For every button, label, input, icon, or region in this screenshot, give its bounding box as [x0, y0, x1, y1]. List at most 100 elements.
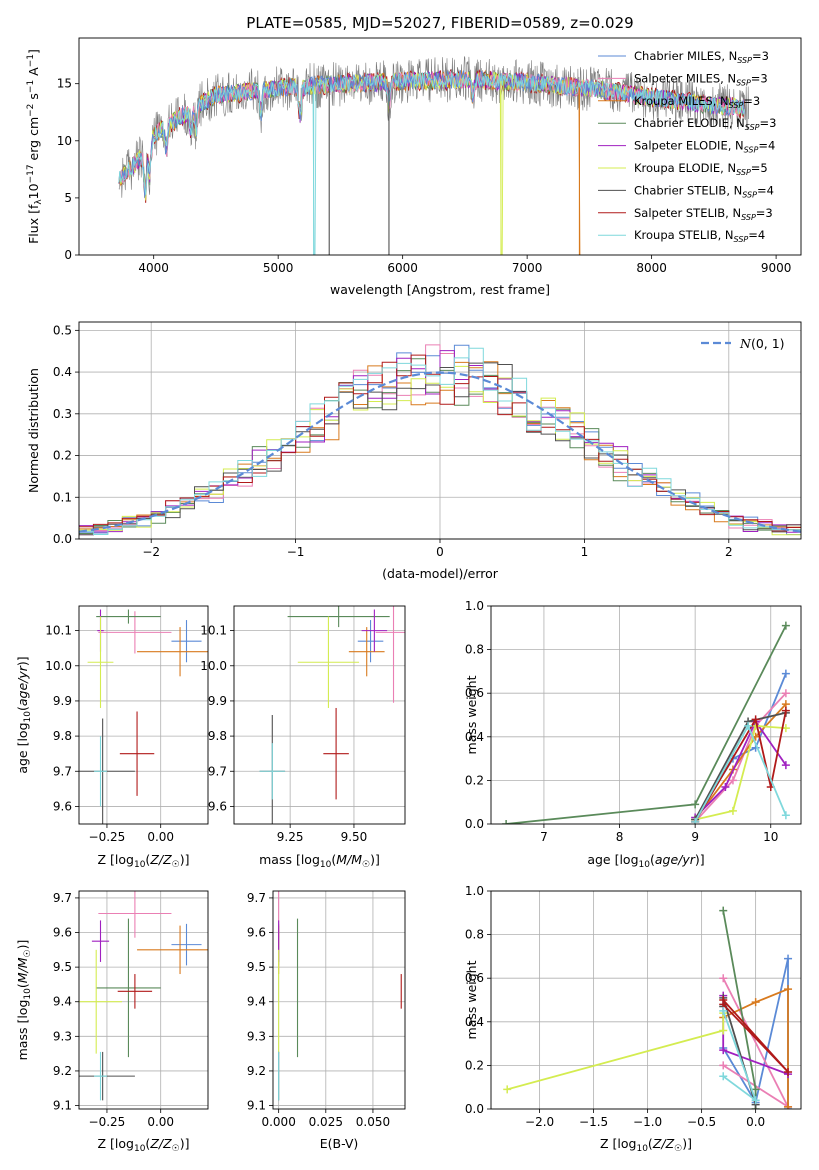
weight-point-marker	[728, 776, 737, 785]
weight-point-marker	[691, 800, 700, 809]
y-tick-label: 0.0	[465, 817, 484, 831]
y-tick-label: 9.6	[53, 926, 72, 940]
weight-point-marker	[719, 1072, 728, 1081]
x-tick-label: 9.50	[341, 830, 368, 844]
x-tick-label: 1	[581, 545, 589, 559]
y-tick-label: 10.0	[200, 659, 227, 673]
weight-point-marker	[719, 974, 728, 983]
x-axis-label: Z [log10(Z/Z☉)]	[98, 1136, 190, 1154]
x-tick-label: 8	[616, 830, 624, 844]
y-axis-label: Normed distribution	[26, 368, 41, 493]
legend-entry: Chabrier STELIB, NSSP=4	[634, 183, 774, 199]
x-tick-label: −1	[287, 545, 305, 559]
x-axis-label: E(B-V)	[320, 1136, 359, 1151]
y-tick-label: 9.3	[53, 1029, 72, 1043]
weight-point-marker	[503, 1085, 512, 1094]
x-tick-label: −1.5	[579, 1115, 608, 1129]
weight-point-marker	[719, 1006, 728, 1015]
y-tick-label: 15	[57, 77, 72, 91]
y-tick-label: 9.7	[247, 891, 266, 905]
y-tick-label: 9.8	[208, 729, 227, 743]
x-tick-label: 0	[436, 545, 444, 559]
x-tick-label: 4000	[138, 261, 169, 275]
y-tick-label: 9.2	[53, 1064, 72, 1078]
y-tick-label: 0.0	[53, 532, 72, 546]
weight-point-marker	[784, 985, 793, 994]
y-tick-label: 1.0	[465, 599, 484, 613]
y-tick-label: 9.6	[208, 799, 227, 813]
x-tick-label: 9	[691, 830, 699, 844]
y-tick-label: 9.1	[53, 1099, 72, 1113]
x-axis-label: mass [log10(M/M☉)]	[259, 852, 380, 870]
weight-point-marker	[781, 811, 790, 820]
histogram-line	[79, 354, 801, 532]
weight-point-marker	[784, 954, 793, 963]
y-tick-label: 0.1	[53, 490, 72, 504]
panel-mass-vs-ebv: 0.000 0.025 0.050 9.1 9.2 9.3 9.4 9.5 9.6 9.7 E(B-…	[247, 890, 406, 1151]
y-tick-label: 9.6	[53, 799, 72, 813]
y-tick-label: 0.3	[53, 407, 72, 421]
axes-frame	[490, 890, 802, 1110]
y-tick-label: 10.0	[45, 659, 72, 673]
x-tick-label: 0.000	[261, 1115, 295, 1129]
x-axis-label: (data-model)/error	[382, 566, 499, 581]
y-tick-label: 0.6	[465, 686, 484, 700]
weight-series-line	[694, 719, 787, 819]
weight-point-marker	[719, 906, 728, 915]
x-axis-label: Z [log10(Z/Z☉)]	[600, 1136, 692, 1154]
y-tick-label: 0.4	[465, 1015, 484, 1029]
y-tick-label: 9.7	[53, 891, 72, 905]
legend-entry: Salpeter MILES, NSSP=3	[634, 71, 768, 87]
y-tick-label: 0.6	[465, 971, 484, 985]
weight-point-marker	[784, 1102, 793, 1109]
model-spectrum-line	[118, 71, 745, 255]
y-axis-label: mass weight	[464, 960, 479, 1039]
plot-age-vs-mass	[259, 606, 405, 824]
weight-point-marker	[781, 761, 790, 770]
y-tick-label: 0.8	[465, 643, 484, 657]
y-tick-label: 0.4	[465, 730, 484, 744]
legend-entry: Kroupa STELIB, NSSP=4	[634, 228, 765, 244]
legend-entry: Salpeter STELIB, NSSP=3	[634, 206, 773, 222]
weight-point-marker	[781, 669, 790, 678]
weight-point-marker	[781, 706, 790, 715]
x-tick-label: −0.5	[687, 1115, 716, 1129]
axes-frame	[78, 605, 209, 825]
x-tick-label: 10	[763, 830, 778, 844]
axes-frame	[233, 605, 406, 825]
x-axis-label: Z [log10(Z/Z☉)]	[98, 852, 190, 870]
y-tick-label: 10.1	[45, 624, 72, 638]
axes-frame	[78, 37, 802, 256]
legend-entry: Chabrier MILES, NSSP=3	[634, 49, 769, 65]
weight-point-marker	[719, 1046, 728, 1055]
legend: Chabrier MILES, NSSP=3 Salpeter MILES, NS…	[598, 49, 776, 244]
y-tick-label: 9.8	[53, 729, 72, 743]
plot-residuals	[79, 344, 801, 536]
y-tick-label: 0.2	[465, 1058, 484, 1072]
plot-mass-vs-Z	[79, 891, 208, 1101]
y-tick-label: 0	[64, 248, 72, 262]
y-tick-label: 9.3	[247, 1029, 266, 1043]
x-tick-label: −0.25	[89, 830, 126, 844]
weight-point-marker	[719, 1061, 728, 1070]
legend-entry: Salpeter ELODIE, NSSP=4	[634, 139, 775, 155]
panel-mass-vs-Z: −0.25 0.00 9.1 9.2 9.3 9.4 9.5 9.6 9.7 Z [log10(Z…	[15, 890, 209, 1154]
legend-entry: N(0, 1)	[739, 336, 785, 351]
panel-age-vs-Z: −0.25 0.00 9.6 9.7 9.8 9.9 10.0 10.1 Z [log10(Z/…	[15, 605, 209, 870]
x-tick-label: 0.025	[309, 1115, 343, 1129]
weight-point-marker	[751, 715, 760, 724]
axes-frame	[490, 605, 802, 825]
legend-entry: Kroupa MILES, NSSP=3	[634, 94, 760, 110]
weight-point-marker	[744, 721, 753, 730]
plot-mass-vs-ebv	[278, 891, 402, 1101]
panel-spectrum: 4000 5000 6000 7000 8000 9000 0 5 10 15 wavelength…	[26, 37, 802, 297]
y-tick-label: 0.2	[465, 773, 484, 787]
weight-series-line	[694, 724, 786, 821]
weight-point-marker	[721, 782, 730, 791]
plot-age-vs-Z	[79, 609, 208, 824]
plot-spectrum	[118, 56, 749, 255]
panel-age-vs-mass: 9.25 9.50 9.6 9.7 9.8 9.9 10.0 10.1 mass [log10(…	[200, 605, 406, 870]
y-tick-label: 9.5	[53, 960, 72, 974]
y-tick-label: 9.1	[247, 1099, 266, 1113]
